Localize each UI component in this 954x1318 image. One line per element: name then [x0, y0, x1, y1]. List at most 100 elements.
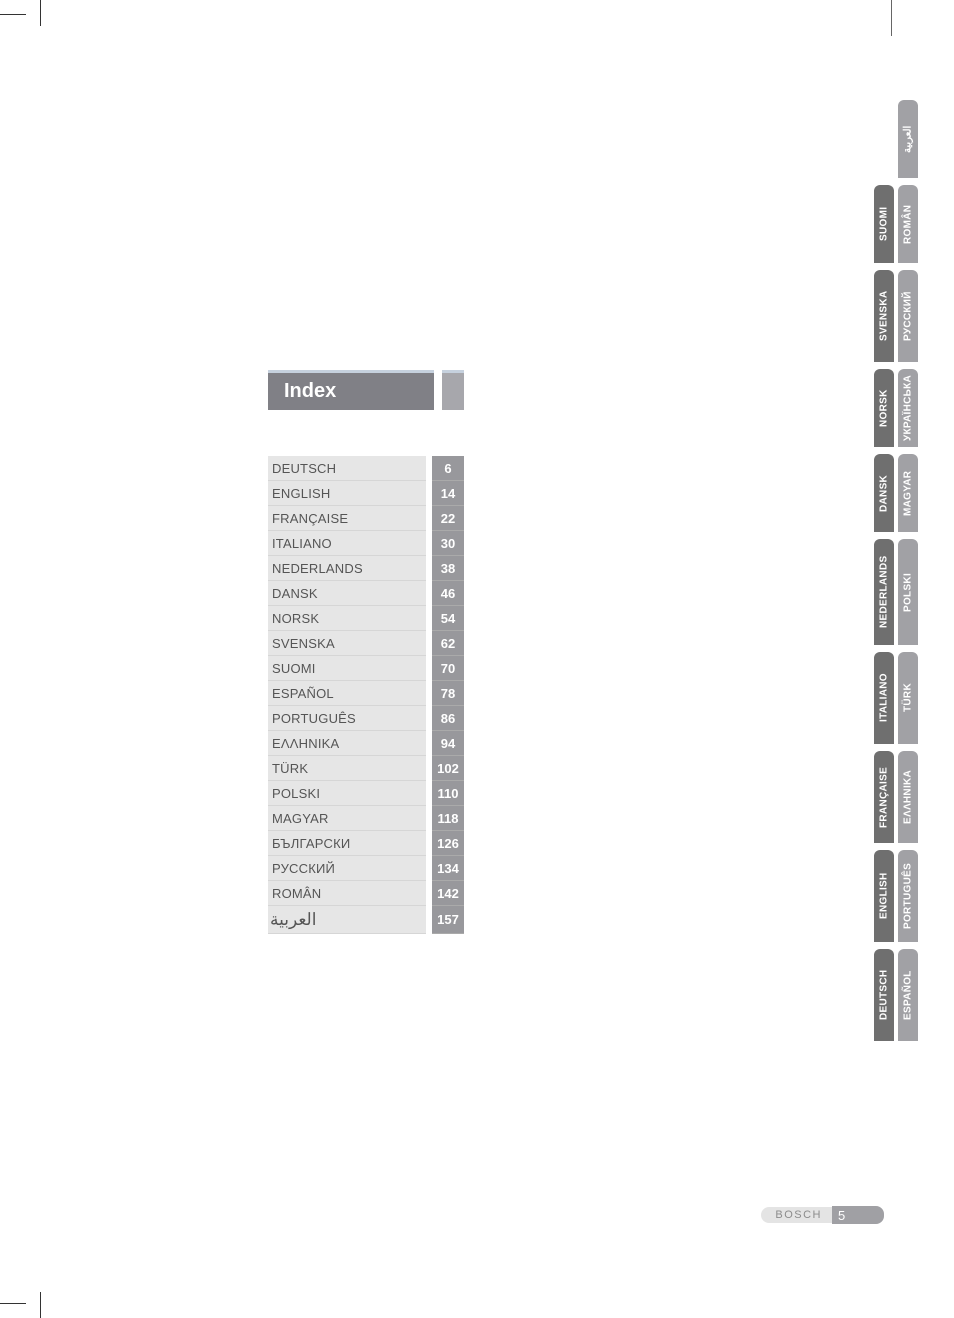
index-page-number-cell: 54 — [432, 606, 464, 631]
index-page-number-cell: 46 — [432, 581, 464, 606]
index-page-number-cell: 62 — [432, 631, 464, 656]
index-title-bar: Index — [268, 370, 464, 410]
index-page-number-cell: 157 — [432, 906, 464, 934]
index-language-label: ROMÂN — [272, 886, 321, 901]
index-page-number-cell: 102 — [432, 756, 464, 781]
index-page-number-cell: 110 — [432, 781, 464, 806]
language-tab[interactable]: ITALIANO — [874, 652, 894, 744]
table-row: ITALIANO 30 — [268, 531, 464, 556]
table-row: ΕΛΛΗΝΙΚΑ 94 — [268, 731, 464, 756]
index-page-number-cell: 118 — [432, 806, 464, 831]
index-language-label: MAGYAR — [272, 811, 329, 826]
table-row: TÜRK102 — [268, 756, 464, 781]
table-row: DEUTSCH 6 — [268, 456, 464, 481]
crop-mark — [891, 0, 892, 36]
language-tab[interactable]: УКРАЇНСЬКА — [898, 369, 918, 447]
index-language-label: ENGLISH — [272, 486, 330, 501]
footer-page-number: 5 — [832, 1206, 884, 1224]
index-language-cell: ESPAÑOL — [268, 681, 426, 706]
language-tab[interactable]: NORSK — [874, 369, 894, 447]
index-table: DEUTSCH6ENGLISH14FRANÇAISE22ITALIANO30NE… — [268, 456, 464, 934]
table-row: NEDERLANDS 38 — [268, 556, 464, 581]
table-row: POLSKI 110 — [268, 781, 464, 806]
index-page-number-cell: 30 — [432, 531, 464, 556]
index-language-cell: PORTUGUÊS — [268, 706, 426, 731]
table-row: ROMÂN 142 — [268, 881, 464, 906]
index-language-label: ΕΛΛΗΝΙΚΑ — [272, 736, 339, 751]
table-row: ESPAÑOL 78 — [268, 681, 464, 706]
index-page-number-cell: 22 — [432, 506, 464, 531]
index-page-number-cell: 70 — [432, 656, 464, 681]
index-title-text: Index — [284, 380, 336, 403]
language-tabs: DEUTSCH ENGLISH FRANÇAISE ITALIANO NEDERLAND… — [874, 100, 918, 1041]
table-row: DANSK 46 — [268, 581, 464, 606]
index-page-number-cell: 142 — [432, 881, 464, 906]
index-page-number-cell: 6 — [432, 456, 464, 481]
language-tab[interactable]: SVENSKA — [874, 270, 894, 362]
page-footer: BOSCH 5 — [761, 1206, 884, 1224]
index-language-label: PORTUGUÊS — [272, 711, 356, 726]
index-language-cell: NORSK — [268, 606, 426, 631]
index-page-number-cell: 78 — [432, 681, 464, 706]
language-tab[interactable]: DANSK — [874, 454, 894, 532]
table-row: NORSK 54 — [268, 606, 464, 631]
index-page-number-cell: 38 — [432, 556, 464, 581]
index-language-cell: DEUTSCH — [268, 456, 426, 481]
index-language-label: ESPAÑOL — [272, 686, 334, 701]
language-tab[interactable]: ROMÂN — [898, 185, 918, 263]
language-tabs-col1: DEUTSCH ENGLISH FRANÇAISE ITALIANO NEDERLAND… — [874, 100, 894, 1041]
index-page-number-cell: 126 — [432, 831, 464, 856]
language-tab[interactable]: NEDERLANDS — [874, 539, 894, 645]
index-language-label: DEUTSCH — [272, 461, 336, 476]
table-row: SUOMI 70 — [268, 656, 464, 681]
index-language-label: POLSKI — [272, 786, 320, 801]
language-tab[interactable]: РУССКИЙ — [898, 270, 918, 362]
language-tab[interactable]: FRANÇAISE — [874, 751, 894, 843]
language-tabs-col2: ESPAÑOL PORTUGUÊS ΕΛΛΗΝΙΚΑ TÜRK POLSKI MAGYAR… — [898, 100, 918, 1041]
table-row: FRANÇAISE 22 — [268, 506, 464, 531]
footer-brand: BOSCH — [761, 1207, 832, 1223]
index-language-label: NEDERLANDS — [272, 561, 363, 576]
index-language-label: FRANÇAISE — [272, 511, 348, 526]
index-language-cell: ENGLISH — [268, 481, 426, 506]
page-content: DEUTSCH ENGLISH FRANÇAISE ITALIANO NEDERLAND… — [40, 40, 918, 1278]
index-language-cell: POLSKI — [268, 781, 426, 806]
index-language-cell: DANSK — [268, 581, 426, 606]
index-language-label: العربية — [268, 910, 426, 930]
language-tab[interactable]: ESPAÑOL — [898, 949, 918, 1041]
table-row: SVENSKA 62 — [268, 631, 464, 656]
index-language-label: NORSK — [272, 611, 319, 626]
index-language-cell: ΕΛΛΗΝΙΚΑ — [268, 731, 426, 756]
index-language-cell: SVENSKA — [268, 631, 426, 656]
table-row: БЪЛГАРСКИ 126 — [268, 831, 464, 856]
index-language-cell: ROMÂN — [268, 881, 426, 906]
language-tab[interactable]: POLSKI — [898, 539, 918, 645]
crop-mark — [0, 14, 26, 15]
index-language-cell: NEDERLANDS — [268, 556, 426, 581]
language-tab[interactable]: TÜRK — [898, 652, 918, 744]
index-language-cell: БЪЛГАРСКИ — [268, 831, 426, 856]
language-tab[interactable]: العربية — [898, 100, 918, 178]
language-tab[interactable]: SUOMI — [874, 185, 894, 263]
language-tab[interactable]: PORTUGUÊS — [898, 850, 918, 942]
language-tab[interactable]: MAGYAR — [898, 454, 918, 532]
language-tab[interactable]: DEUTSCH — [874, 949, 894, 1041]
table-row: ENGLISH 14 — [268, 481, 464, 506]
language-tab[interactable]: ENGLISH — [874, 850, 894, 942]
index-language-label: SUOMI — [272, 661, 316, 676]
index-language-label: SVENSKA — [272, 636, 335, 651]
decorative-gap — [434, 370, 442, 410]
decorative-accent — [442, 370, 464, 410]
index-language-cell: РУССКИЙ — [268, 856, 426, 881]
language-tab[interactable]: ΕΛΛΗΝΙΚΑ — [898, 751, 918, 843]
index-language-label: ITALIANO — [272, 536, 332, 551]
index-language-label: БЪЛГАРСКИ — [272, 836, 350, 851]
crop-mark — [40, 1292, 41, 1318]
index-language-label: DANSK — [272, 586, 318, 601]
index-page-number-cell: 86 — [432, 706, 464, 731]
table-row: PORTUGUÊS 86 — [268, 706, 464, 731]
index-language-cell: العربية — [268, 906, 426, 934]
index-title: Index — [268, 370, 434, 410]
index-page-number-cell: 94 — [432, 731, 464, 756]
index-page-number-cell: 14 — [432, 481, 464, 506]
